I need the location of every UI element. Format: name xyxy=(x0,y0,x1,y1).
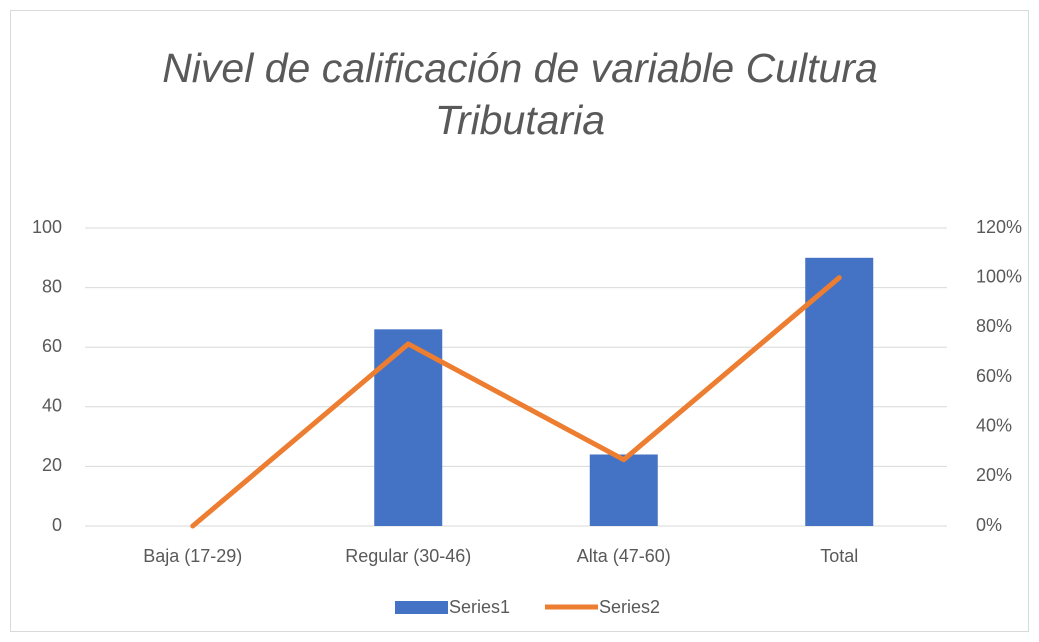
y-tick-label: 60 xyxy=(42,336,62,356)
y-tick-label: 0 xyxy=(52,515,62,535)
bar xyxy=(589,454,658,526)
y-tick-label: 40 xyxy=(42,396,62,416)
x-tick-label: Regular (30-46) xyxy=(345,546,471,566)
y2-tick-label: 120% xyxy=(976,217,1022,237)
bar xyxy=(805,257,874,526)
y2-tick-label: 80% xyxy=(976,316,1012,336)
line xyxy=(190,275,842,529)
y2-tick-label: 20% xyxy=(976,465,1012,485)
y-tick-label: 20 xyxy=(42,455,62,475)
y2-tick-label: 60% xyxy=(976,366,1012,386)
y2-tick-label: 0% xyxy=(976,515,1002,535)
y2-tick-label: 100% xyxy=(976,266,1022,286)
legend-label: Series2 xyxy=(599,597,660,617)
x-tick-label: Baja (17-29) xyxy=(143,546,242,566)
x-tick-label: Total xyxy=(820,546,858,566)
legend-swatch xyxy=(395,601,448,614)
legend-label: Series1 xyxy=(449,597,510,617)
y2-tick-label: 40% xyxy=(976,415,1012,435)
chart-title: Nivel de calificación de variable Cultur… xyxy=(162,45,878,143)
y-tick-label: 100 xyxy=(32,217,62,237)
y-tick-label: 80 xyxy=(42,276,62,296)
x-tick-label: Alta (47-60) xyxy=(577,546,671,566)
